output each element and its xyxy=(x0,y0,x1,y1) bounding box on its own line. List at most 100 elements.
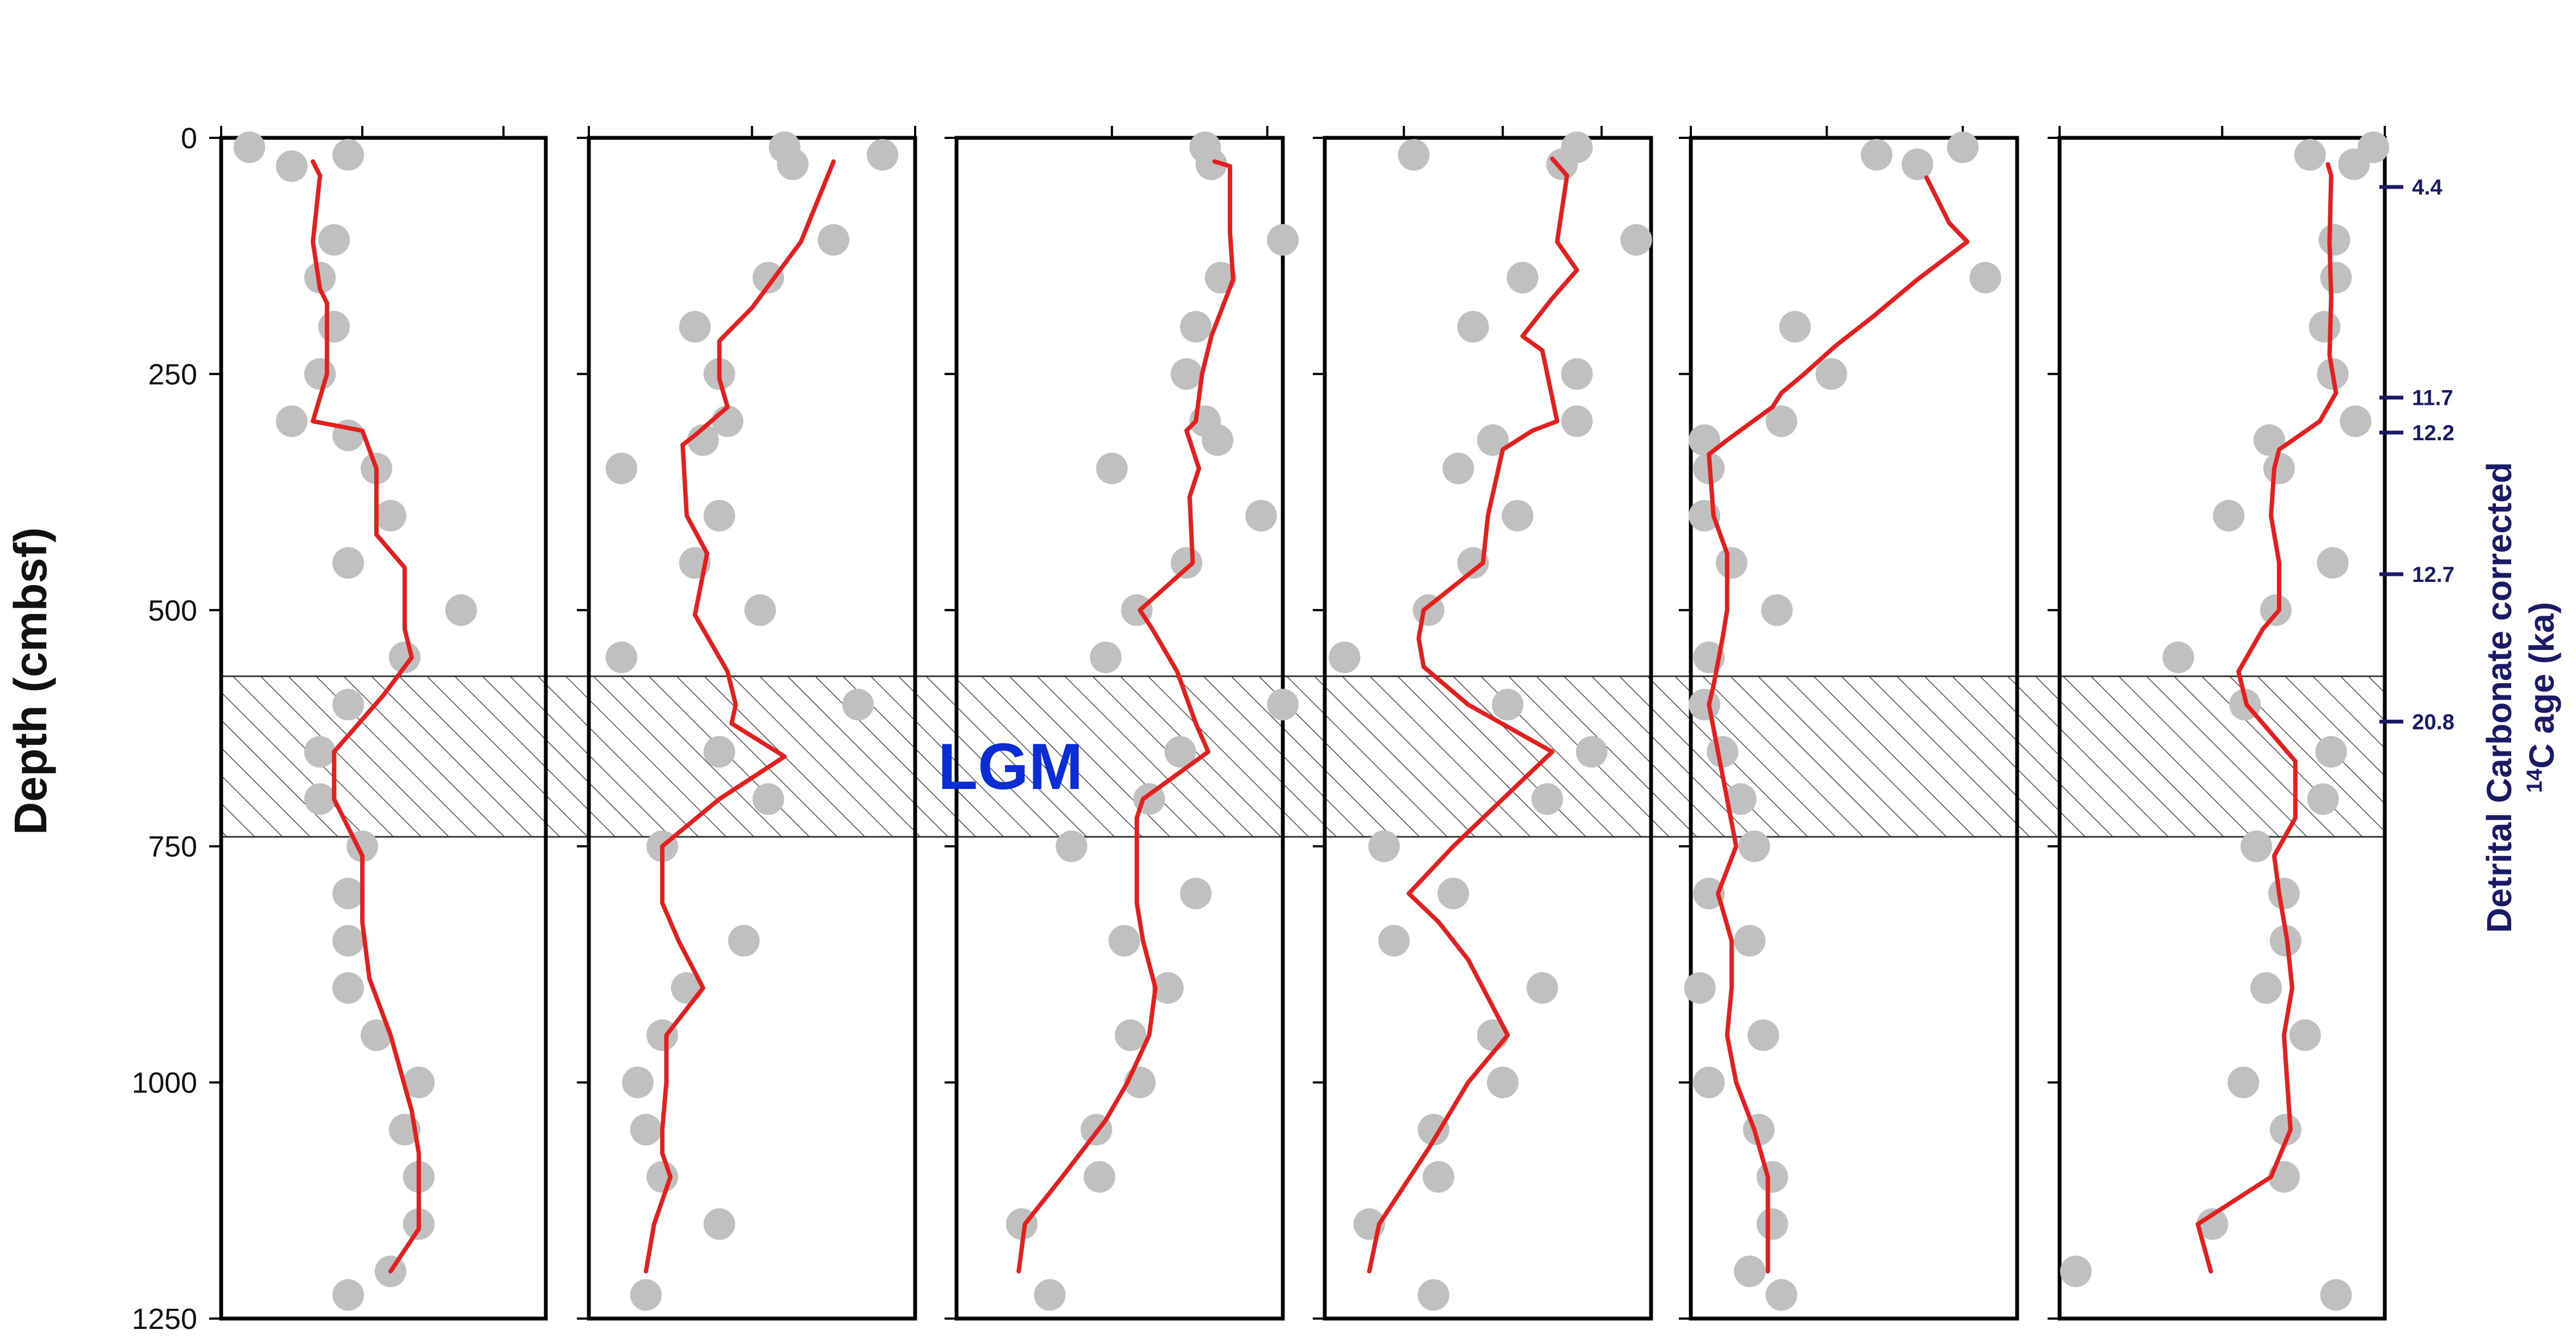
age-axis-label-suffix: C age (ka) xyxy=(2522,602,2561,769)
data-point xyxy=(1725,783,1757,815)
panels xyxy=(209,126,2390,1321)
data-point xyxy=(1576,736,1608,768)
data-point xyxy=(304,783,336,815)
panel-frame xyxy=(1323,136,1653,1321)
data-point xyxy=(777,148,809,180)
data-point xyxy=(1756,1208,1788,1240)
data-point xyxy=(1422,1161,1454,1193)
data-point xyxy=(679,311,711,343)
panel-3 xyxy=(945,126,1299,1321)
age-tick-label: 12.2 xyxy=(2412,421,2455,445)
panel-frame xyxy=(219,136,548,1321)
data-point xyxy=(2320,1279,2352,1311)
data-point xyxy=(1693,877,1725,909)
data-point xyxy=(2320,262,2352,294)
data-point xyxy=(1368,830,1400,863)
data-point xyxy=(1267,224,1299,256)
data-point xyxy=(2162,641,2194,673)
data-point xyxy=(1561,358,1593,390)
data-point xyxy=(1056,830,1088,863)
data-point xyxy=(304,736,336,768)
y-tick-label: 500 xyxy=(148,594,197,627)
data-point xyxy=(1171,358,1203,390)
data-point xyxy=(1089,641,1122,673)
data-point xyxy=(2317,547,2349,579)
panel-frame xyxy=(1689,136,2019,1321)
age-axis-label-line1: Detrital Carbonate corrected xyxy=(2480,462,2519,933)
data-point xyxy=(1734,1255,1766,1288)
data-point xyxy=(1437,877,1469,909)
data-point xyxy=(1765,405,1798,438)
data-point xyxy=(1180,877,1212,909)
data-point xyxy=(1620,224,1652,256)
data-point xyxy=(1756,1161,1788,1193)
data-point xyxy=(867,139,899,171)
data-point xyxy=(2338,148,2370,180)
data-point xyxy=(703,1208,735,1240)
panel-frame xyxy=(954,136,1285,1321)
data-point xyxy=(744,594,776,626)
y-tick-label: 0 xyxy=(181,122,197,155)
data-point xyxy=(1267,689,1299,721)
data-point xyxy=(1171,547,1203,579)
data-point xyxy=(276,405,308,438)
data-points xyxy=(1006,131,1299,1311)
data-point xyxy=(2227,1066,2260,1098)
data-point xyxy=(1561,405,1593,438)
trend-line xyxy=(1367,156,1579,1274)
data-point xyxy=(1707,736,1739,768)
data-point xyxy=(332,972,364,1004)
data-point xyxy=(1688,689,1720,721)
data-point xyxy=(703,500,735,532)
data-point xyxy=(2318,224,2350,256)
data-point xyxy=(687,424,719,456)
lgm-hatch-fill xyxy=(221,676,2385,837)
data-point xyxy=(2250,972,2282,1004)
data-point xyxy=(361,1019,393,1051)
data-point xyxy=(1457,311,1489,343)
age-tick-label: 11.7 xyxy=(2412,386,2453,410)
data-point xyxy=(2254,424,2286,456)
data-point xyxy=(1715,547,1747,579)
data-point xyxy=(1734,925,1766,957)
trend-line xyxy=(643,159,836,1274)
data-point xyxy=(1202,424,1234,456)
data-point xyxy=(332,689,364,721)
data-point xyxy=(728,925,760,957)
data-point xyxy=(2213,500,2245,532)
data-point xyxy=(1861,139,1893,171)
data-point xyxy=(1688,424,1720,456)
panel-6 xyxy=(2048,126,2390,1321)
data-point xyxy=(2340,405,2372,438)
lgm-hatched-interval xyxy=(221,675,2385,838)
data-point xyxy=(703,736,735,768)
data-point xyxy=(752,262,784,294)
data-point xyxy=(332,547,364,579)
trend-line xyxy=(1707,175,1970,1274)
age-axis-label-superscript: 14 xyxy=(2523,768,2547,793)
depth-axis-label: Depth (cmbsf) xyxy=(5,527,56,835)
data-point xyxy=(1491,689,1524,721)
data-point xyxy=(1815,358,1847,390)
data-point xyxy=(445,594,477,626)
data-points xyxy=(233,131,477,1311)
data-point xyxy=(233,131,265,163)
data-point xyxy=(388,641,421,673)
data-point xyxy=(1684,972,1716,1004)
data-point xyxy=(1765,1279,1798,1311)
data-point xyxy=(2240,830,2273,863)
panel-5 xyxy=(1679,126,2019,1321)
data-point xyxy=(1245,500,1277,532)
data-point xyxy=(1457,547,1489,579)
data-point xyxy=(2060,1255,2092,1288)
data-point xyxy=(2263,452,2295,484)
lgm-annotation: LGM xyxy=(938,730,1083,803)
data-point xyxy=(622,1066,654,1098)
data-point xyxy=(2315,736,2347,768)
data-point xyxy=(304,358,336,390)
data-point xyxy=(1901,148,1933,180)
data-point xyxy=(1738,830,1770,863)
data-point xyxy=(2294,139,2326,171)
data-point xyxy=(318,311,350,343)
data-point xyxy=(1442,452,1475,484)
